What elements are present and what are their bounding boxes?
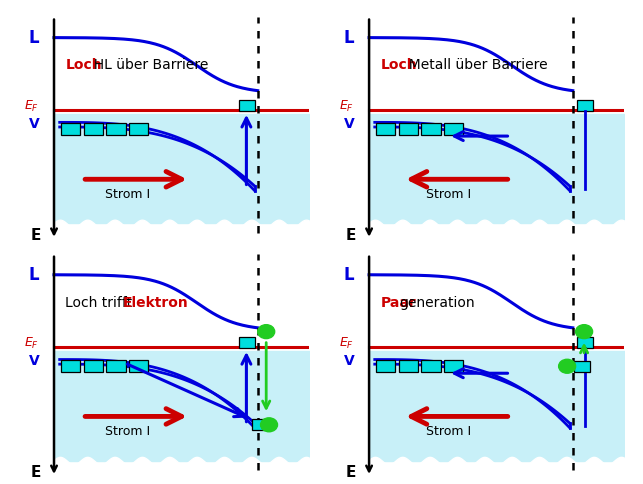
Bar [444, 360, 464, 372]
Text: Metall über Barriere: Metall über Barriere [400, 59, 547, 73]
Text: Loch: Loch [66, 59, 102, 73]
Text: V: V [29, 354, 40, 368]
Text: L: L [344, 29, 354, 46]
Text: E: E [345, 465, 356, 480]
Bar [129, 122, 149, 135]
Text: Loch trifft: Loch trifft [66, 296, 137, 310]
Bar [376, 360, 395, 372]
Bar [84, 122, 103, 135]
Bar [106, 122, 125, 135]
Bar [421, 122, 440, 135]
Bar [61, 122, 80, 135]
Text: $E_F$: $E_F$ [24, 336, 39, 351]
Text: $E_F$: $E_F$ [24, 99, 39, 114]
Text: E: E [30, 227, 41, 242]
Bar [399, 360, 418, 372]
Bar [444, 122, 464, 135]
Text: V: V [29, 117, 40, 131]
Bar [239, 337, 255, 348]
Text: Loch: Loch [381, 59, 417, 73]
Text: L: L [29, 266, 39, 284]
Bar [252, 419, 267, 430]
Text: L: L [344, 266, 354, 284]
Bar [399, 122, 418, 135]
Text: Strom I: Strom I [426, 425, 471, 438]
Text: L: L [29, 29, 39, 46]
Text: Strom I: Strom I [426, 188, 471, 201]
Text: $E_F$: $E_F$ [339, 336, 354, 351]
Text: HL über Barriere: HL über Barriere [85, 59, 208, 73]
Bar [129, 360, 149, 372]
Circle shape [260, 418, 278, 432]
Bar [421, 360, 440, 372]
Text: V: V [344, 354, 355, 368]
Text: V: V [344, 117, 355, 131]
Circle shape [258, 325, 275, 339]
Bar [376, 122, 395, 135]
Bar [61, 360, 80, 372]
Text: Strom I: Strom I [105, 188, 150, 201]
Bar [574, 361, 590, 372]
Text: generation: generation [400, 296, 475, 310]
Text: Paar: Paar [381, 296, 416, 310]
Bar [106, 360, 125, 372]
Bar [577, 100, 593, 111]
Bar [84, 360, 103, 372]
Circle shape [559, 359, 575, 373]
Text: Elektron: Elektron [123, 296, 189, 310]
Text: Strom I: Strom I [105, 425, 150, 438]
Circle shape [575, 325, 593, 339]
Text: E: E [30, 465, 41, 480]
Text: E: E [345, 227, 356, 242]
Text: $E_F$: $E_F$ [339, 99, 354, 114]
Bar [577, 337, 593, 348]
Bar [239, 100, 255, 111]
